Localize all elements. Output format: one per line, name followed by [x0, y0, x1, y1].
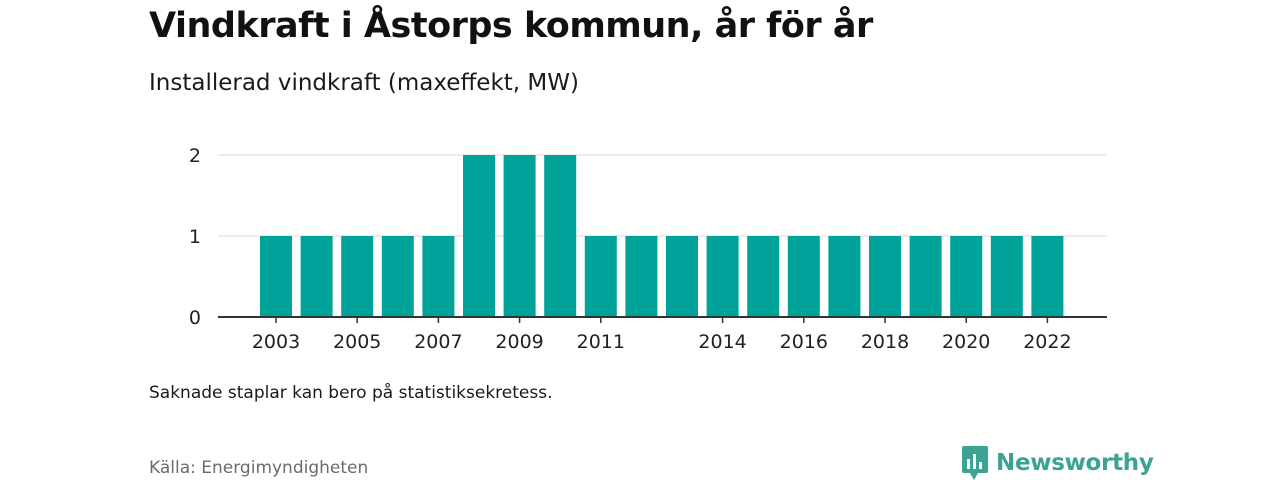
x-tick-label: 2007 — [414, 331, 462, 353]
x-tick-label: 2018 — [861, 331, 909, 353]
footnote: Saknade staplar kan bero på statistiksek… — [149, 383, 553, 403]
bar — [381, 236, 414, 317]
x-tick-label: 2014 — [698, 331, 746, 353]
bar — [666, 236, 698, 317]
y-tick-label: 0 — [189, 307, 201, 329]
bar — [869, 236, 901, 317]
bar — [260, 236, 292, 317]
x-tick-label: 2020 — [942, 331, 990, 353]
y-tick-label: 2 — [189, 145, 201, 167]
bar — [544, 155, 577, 317]
brand-name: Newsworthy — [996, 450, 1154, 476]
bar — [828, 236, 861, 317]
bar — [787, 236, 820, 317]
newsworthy-brand: Newsworthy — [962, 446, 1154, 480]
chart-subtitle: Installerad vindkraft (maxeffekt, MW) — [149, 70, 579, 96]
bar — [503, 155, 536, 317]
x-tick-label: 2016 — [780, 331, 828, 353]
bar — [1031, 236, 1064, 317]
x-tick-label: 2005 — [333, 331, 381, 353]
y-tick-label: 1 — [189, 226, 201, 248]
bar — [341, 236, 374, 317]
bar — [950, 236, 983, 317]
newsworthy-logo-icon — [962, 446, 988, 480]
source-text: Källa: Energimyndigheten — [149, 458, 369, 478]
x-tick-label: 2011 — [577, 331, 625, 353]
bar — [300, 236, 333, 317]
bar — [625, 236, 658, 317]
x-tick-label: 2009 — [495, 331, 543, 353]
x-tick-label: 2003 — [252, 331, 300, 353]
bar — [909, 236, 942, 317]
bar — [747, 236, 780, 317]
chart-title: Vindkraft i Åstorps kommun, år för år — [149, 6, 873, 46]
x-tick-label: 2022 — [1023, 331, 1071, 353]
bar — [706, 236, 739, 317]
bar — [584, 236, 617, 317]
bar — [990, 236, 1023, 317]
bar — [463, 155, 495, 317]
bar — [422, 236, 455, 317]
